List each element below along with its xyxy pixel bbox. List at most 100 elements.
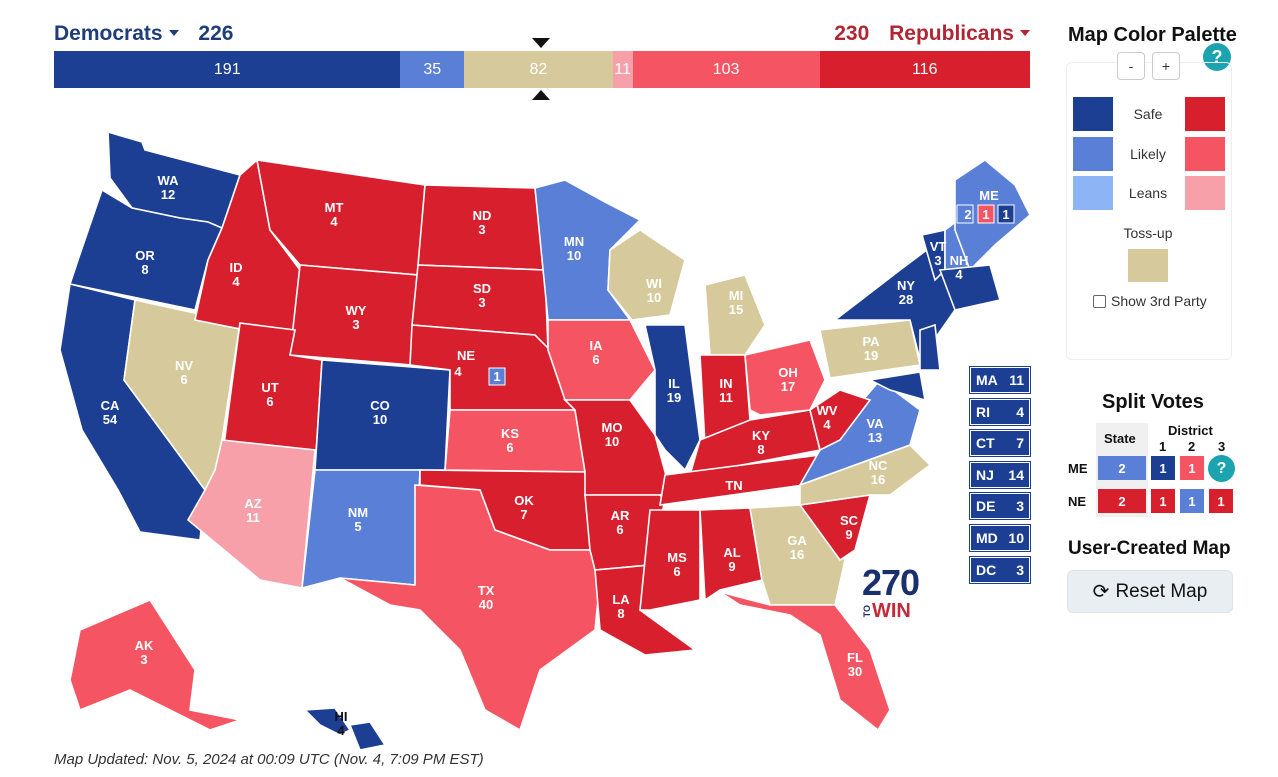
reset-map-button[interactable]: ⟳ Reset Map	[1067, 570, 1233, 613]
small-state-dc[interactable]: DC 3	[969, 555, 1031, 584]
me-district-2-cell[interactable]: 1	[1180, 456, 1204, 480]
safe-republican-swatch[interactable]	[1185, 97, 1225, 131]
small-state-abbr: NJ	[976, 466, 994, 483]
bar-segment: 116	[819, 51, 1030, 88]
me-district-1-cell[interactable]: 1	[1151, 456, 1175, 480]
zoom-out-button[interactable]: -	[1117, 52, 1145, 80]
bar-segment: 11	[612, 51, 633, 88]
state-wi[interactable]	[607, 229, 686, 321]
small-state-ev: 11	[1009, 372, 1024, 388]
state-label: IL	[668, 376, 680, 391]
state-electoral-votes: 9	[845, 527, 852, 542]
ne-row-label: NE	[1068, 494, 1087, 509]
me-state-cell[interactable]: 2	[1098, 456, 1146, 480]
state-electoral-votes: 4	[823, 417, 831, 432]
state-electoral-votes: 16	[790, 547, 804, 562]
me-district-help-icon[interactable]: ?	[1208, 455, 1235, 482]
state-ms[interactable]	[639, 509, 701, 611]
ne-district-3-cell[interactable]: 1	[1209, 489, 1233, 513]
ne-district-box[interactable]	[488, 367, 506, 386]
state-wv[interactable]	[809, 389, 872, 452]
democrats-label: Democrats	[54, 22, 163, 45]
state-label: OH	[778, 365, 798, 380]
small-state-ev: 14	[1008, 466, 1024, 483]
state-electoral-votes: 3	[140, 652, 147, 667]
small-state-nj[interactable]: NJ 14	[969, 460, 1031, 489]
state-label: MN	[564, 234, 584, 249]
leans-republican-swatch[interactable]	[1185, 176, 1225, 210]
state-fl[interactable]	[719, 591, 891, 732]
me-district-2-box[interactable]	[977, 204, 995, 224]
state-electoral-votes: 5	[354, 519, 361, 534]
small-state-abbr: DC	[976, 561, 997, 578]
me-district-label: 1	[1002, 207, 1009, 222]
ne-district-1-cell[interactable]: 1	[1151, 489, 1175, 513]
tossup-swatch[interactable]	[1128, 249, 1168, 282]
state-label: PA	[862, 334, 880, 349]
state-label: CO	[370, 398, 390, 413]
state-electoral-votes: 6	[592, 352, 599, 367]
state-tx[interactable]	[339, 484, 601, 732]
checkbox-icon[interactable]	[1093, 294, 1106, 308]
state-label: IN	[720, 376, 733, 391]
bar-segment: 35	[400, 51, 464, 88]
small-state-de[interactable]: DE 3	[969, 492, 1031, 521]
small-state-md[interactable]: MD 10	[969, 523, 1031, 552]
republicans-header[interactable]: 230 Republicans	[834, 22, 1030, 46]
state-ia[interactable]	[547, 319, 656, 401]
me-district-1-box[interactable]	[997, 204, 1015, 224]
state-electoral-votes: 3	[478, 222, 485, 237]
state-label: WY	[346, 303, 367, 318]
state-il[interactable]	[644, 324, 701, 472]
state-md[interactable]	[867, 371, 927, 402]
us-electoral-map[interactable]: WA 12 OR 8 CA 54 NV 6 ID 4 MT 4 WY 3 UT 6 AZ 11 CO 10 NM 5 ND 3…	[40, 110, 1040, 751]
state-label: VT	[930, 239, 947, 254]
likely-label: Likely	[1130, 146, 1166, 162]
small-state-ri[interactable]: RI 4	[969, 397, 1031, 426]
state-ks[interactable]	[444, 409, 586, 473]
show-3rd-party-toggle[interactable]: Show 3rd Party	[1093, 293, 1207, 309]
district-header: District	[1168, 423, 1213, 438]
safe-democrat-swatch[interactable]	[1073, 97, 1113, 131]
state-nj[interactable]	[919, 323, 941, 371]
zoom-in-button[interactable]: +	[1152, 52, 1180, 80]
state-electoral-votes: 8	[617, 606, 624, 621]
state-label: VA	[866, 416, 884, 431]
state-hi[interactable]	[303, 707, 387, 751]
me-statewide-box[interactable]	[956, 204, 974, 224]
state-label: UT	[261, 380, 278, 395]
state-ak[interactable]	[69, 598, 244, 731]
state-az[interactable]	[186, 439, 316, 589]
republicans-total: 230	[834, 22, 870, 45]
small-state-abbr: RI	[976, 403, 990, 420]
state-mi[interactable]	[704, 274, 766, 356]
state-label: AL	[723, 545, 740, 560]
state-label: FL	[847, 650, 863, 665]
likely-democrat-swatch[interactable]	[1073, 137, 1113, 171]
state-label: LA	[612, 592, 630, 607]
ne-district-2-cell[interactable]: 1	[1180, 489, 1204, 513]
state-va[interactable]	[798, 378, 921, 487]
state-electoral-votes: 6	[180, 372, 187, 387]
likely-republican-swatch[interactable]	[1185, 137, 1225, 171]
state-ma-east[interactable]	[938, 264, 1002, 311]
small-state-ct[interactable]: CT 7	[969, 429, 1031, 458]
state-electoral-votes: 40	[479, 597, 493, 612]
small-state-ev: 4	[1016, 403, 1024, 420]
ne-state-cell[interactable]: 2	[1098, 489, 1146, 513]
state-label: WA	[158, 173, 180, 188]
reset-map-label: Reset Map	[1115, 580, 1208, 602]
logo-number: 270	[862, 562, 920, 603]
state-electoral-votes: 8	[141, 262, 148, 277]
logo-to: TO	[862, 605, 872, 618]
small-state-ma[interactable]: MA 11	[969, 366, 1031, 394]
state-electoral-votes: 10	[605, 434, 619, 449]
state-electoral-votes: 11	[727, 492, 741, 507]
state-label: OR	[135, 248, 155, 263]
state-electoral-votes: 7	[520, 507, 527, 522]
small-state-abbr: CT	[976, 435, 995, 452]
state-label: KS	[501, 426, 519, 441]
leans-democrat-swatch[interactable]	[1073, 176, 1113, 210]
state-al[interactable]	[699, 507, 763, 602]
democrats-header[interactable]: Democrats 226	[54, 22, 233, 46]
